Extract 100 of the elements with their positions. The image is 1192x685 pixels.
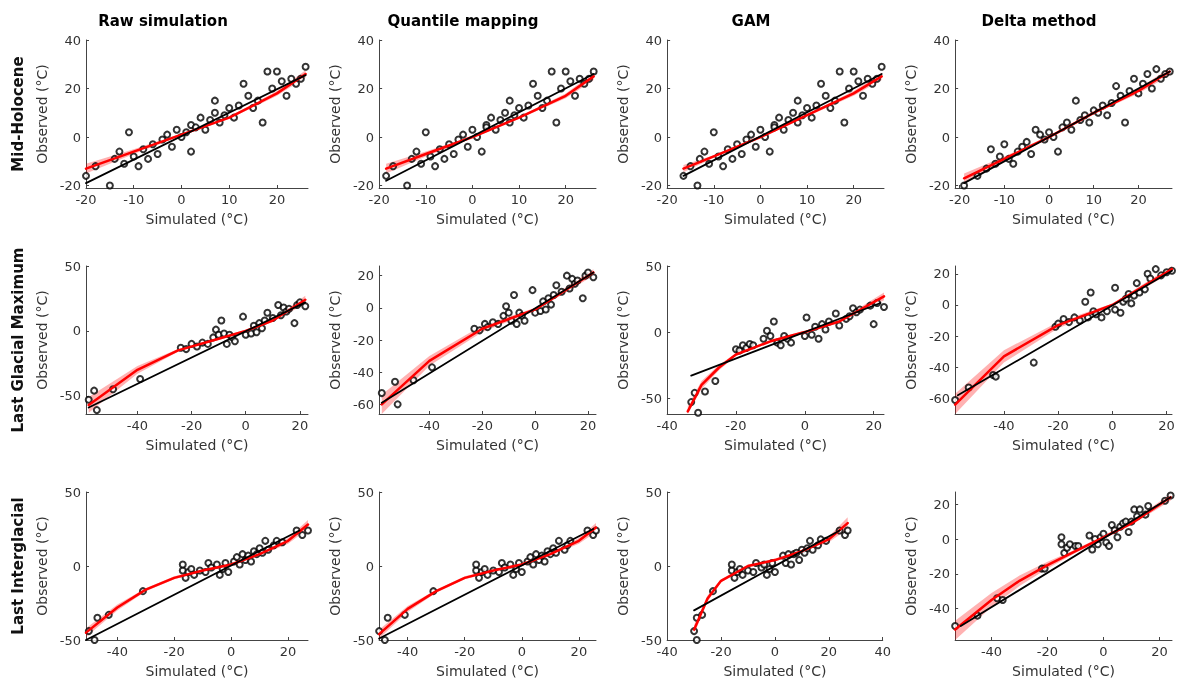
y-tick-label: 0 <box>72 558 81 574</box>
y-tick-label: 20 <box>64 81 81 97</box>
x-tick-label: 0 <box>531 418 540 433</box>
x-axis-title: Simulated (°C) <box>1012 211 1116 227</box>
x-tick-label: 0 <box>468 192 477 207</box>
x-tick-label: 0 <box>177 192 186 207</box>
x-tick-label: -20 <box>1036 644 1059 659</box>
y-tick-label: -20 <box>352 178 375 194</box>
x-tick-label: -40 <box>418 418 440 433</box>
x-tick-label: 20 <box>820 644 838 659</box>
chart-title: Quantile mapping <box>387 11 539 30</box>
x-tick-label: 10 <box>510 192 528 207</box>
x-axis-title: Simulated (°C) <box>723 663 827 679</box>
y-tick-label: 50 <box>357 484 375 500</box>
x-tick-label: 10 <box>798 192 816 207</box>
x-tick-label: -20 <box>454 644 476 659</box>
x-tick-label: -20 <box>1047 418 1069 433</box>
y-tick-label: -60 <box>352 396 375 412</box>
x-tick-label: -10 <box>415 192 437 207</box>
y-tick-label: -50 <box>59 632 81 648</box>
y-tick-label: -20 <box>928 566 951 582</box>
x-tick-label: -10 <box>123 192 145 207</box>
y-axis-title: Observed (°C) <box>903 290 919 390</box>
x-tick-label: 20 <box>557 192 574 207</box>
y-axis-title: Observed (°C) <box>327 516 343 616</box>
y-tick-label: 50 <box>64 258 81 274</box>
x-tick-label: 10 <box>220 192 238 207</box>
y-tick-label: 0 <box>72 323 81 339</box>
y-axis-title: Observed (°C) <box>615 516 631 616</box>
y-tick-label: 0 <box>653 324 663 340</box>
y-axis-title: Observed (°C) <box>615 290 631 390</box>
y-tick-label: -20 <box>640 178 663 194</box>
y-tick-label: -20 <box>928 178 951 194</box>
y-tick-label: -40 <box>352 364 375 380</box>
y-tick-label: 0 <box>653 129 663 145</box>
y-tick-label: 40 <box>933 32 951 48</box>
x-axis-title: Simulated (°C) <box>436 437 540 453</box>
x-tick-label: -40 <box>993 418 1015 433</box>
y-tick-label: 0 <box>365 558 375 574</box>
y-tick-label: 0 <box>365 129 375 145</box>
x-tick-label: -20 <box>471 418 493 433</box>
x-tick-label: 0 <box>517 644 526 659</box>
x-tick-label: -10 <box>703 192 725 207</box>
x-tick-label: -40 <box>397 644 419 659</box>
x-tick-label: 0 <box>770 644 780 659</box>
y-axis-title: Observed (°C) <box>903 64 919 164</box>
x-tick-label: -40 <box>126 418 149 433</box>
y-tick-label: 50 <box>645 484 663 500</box>
x-axis-title: Simulated (°C) <box>145 663 249 679</box>
x-tick-label: -20 <box>163 644 185 659</box>
x-tick-label: 20 <box>1158 418 1175 433</box>
x-tick-label: 20 <box>579 418 597 433</box>
y-tick-label: -40 <box>928 359 951 375</box>
x-tick-label: 20 <box>865 418 882 433</box>
x-tick-label: -10 <box>993 192 1015 207</box>
x-tick-label: 0 <box>756 192 765 207</box>
x-tick-label: 0 <box>1108 418 1117 433</box>
x-tick-label: 20 <box>1130 192 1147 207</box>
x-tick-label: 20 <box>1151 644 1168 659</box>
y-tick-label: 20 <box>933 81 951 97</box>
y-tick-label: 0 <box>941 531 951 547</box>
y-axis-title: Observed (°C) <box>327 64 343 164</box>
text: Last Interglacial <box>8 497 27 635</box>
x-axis-title: Simulated (°C) <box>1012 437 1116 453</box>
x-tick-label: 0 <box>241 418 250 433</box>
y-tick-label: 0 <box>72 129 81 145</box>
x-tick-label: -20 <box>180 418 203 433</box>
chart-title: Raw simulation <box>98 11 228 30</box>
y-axis-title: Observed (°C) <box>33 64 50 164</box>
y-tick-label: -20 <box>59 178 81 194</box>
y-tick-label: -20 <box>928 328 951 344</box>
y-tick-label: 0 <box>941 297 951 313</box>
x-tick-label: 20 <box>845 192 862 207</box>
x-axis-title: Simulated (°C) <box>724 211 828 227</box>
y-tick-label: -60 <box>928 390 951 406</box>
y-tick-label: 40 <box>357 32 375 48</box>
y-tick-label: 20 <box>357 268 375 284</box>
y-axis-title: Observed (°C) <box>327 290 343 390</box>
x-tick-label: 20 <box>279 644 297 659</box>
x-axis-title: Simulated (°C) <box>1012 663 1116 679</box>
x-tick-label: 40 <box>874 644 891 659</box>
y-tick-label: 20 <box>357 81 375 97</box>
x-tick-label: 20 <box>570 644 588 659</box>
y-axis-title: Observed (°C) <box>903 516 919 616</box>
x-axis-title: Simulated (°C) <box>436 211 540 227</box>
x-tick-label: 10 <box>1085 192 1103 207</box>
x-axis-title: Simulated (°C) <box>145 437 249 453</box>
x-axis-title: Simulated (°C) <box>724 437 828 453</box>
x-tick-label: -40 <box>980 644 1003 659</box>
text: Mid-Holocene <box>8 56 27 172</box>
y-tick-label: -50 <box>640 632 663 648</box>
y-tick-label: -50 <box>59 388 81 404</box>
x-tick-label: -20 <box>725 418 747 433</box>
y-axis-title: Observed (°C) <box>33 290 50 390</box>
y-tick-label: 0 <box>941 129 951 145</box>
y-tick-label: -20 <box>352 332 375 348</box>
y-tick-label: 50 <box>645 258 663 274</box>
x-tick-label: 0 <box>1044 192 1054 207</box>
y-tick-label: 20 <box>645 81 663 97</box>
y-tick-label: -40 <box>928 601 951 617</box>
